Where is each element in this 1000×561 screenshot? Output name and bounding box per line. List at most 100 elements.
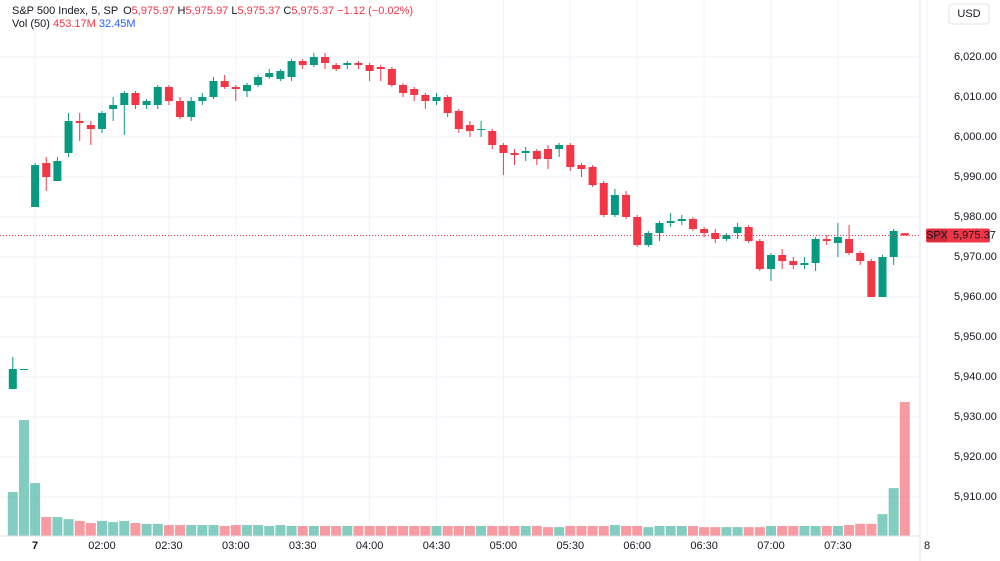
candle-body (410, 89, 419, 95)
candle-body (889, 231, 898, 257)
volume-bar (609, 525, 620, 536)
volume-bar (85, 522, 96, 536)
volume-bar (855, 523, 866, 536)
l-value: 5,975.37 (238, 5, 281, 17)
candle-body (176, 101, 185, 117)
volume-bar (230, 525, 241, 536)
candle-body (744, 227, 753, 241)
volume-bar (821, 525, 832, 536)
volume-bar (866, 523, 877, 536)
volume-bar (420, 525, 431, 536)
volume-bar (654, 525, 665, 536)
currency[interactable]: USD (957, 8, 980, 20)
volume-bar (286, 525, 297, 536)
volume-bar (119, 520, 130, 536)
volume-bar (18, 420, 29, 536)
h-label: H (178, 5, 186, 17)
y-tick-label: 5,980.00 (954, 211, 997, 223)
candle-body (187, 101, 196, 117)
candle-body (811, 239, 820, 263)
c-label: C (283, 5, 291, 17)
candle-body (733, 227, 742, 233)
candle-body (588, 167, 597, 185)
volume-bar (442, 525, 453, 536)
price-pane (8, 53, 909, 389)
candle-body (477, 129, 486, 130)
volume-bar (554, 527, 565, 536)
candle-body (521, 151, 530, 153)
currency-button[interactable] (948, 3, 990, 25)
candle-body (800, 263, 809, 265)
volume-bar (799, 525, 810, 536)
candle-body (789, 261, 798, 265)
volume-bar (777, 525, 788, 536)
volume-bar (531, 525, 542, 536)
volume-bar (732, 527, 743, 536)
candle-body (867, 261, 876, 297)
volume-bar (97, 520, 107, 536)
volume-bar (108, 522, 119, 536)
x-tick-label: 07:30 (824, 540, 852, 552)
y-tick-label: 6,020.00 (954, 51, 997, 63)
candle-body (599, 183, 608, 215)
candle-body (53, 161, 62, 181)
volume-bar (632, 525, 643, 536)
candle-body (164, 87, 173, 101)
x-tick-label: 05:30 (557, 540, 585, 552)
candle-body (532, 151, 541, 159)
volume-bar (453, 525, 464, 536)
candle-body (622, 195, 631, 217)
candle-body (287, 61, 296, 77)
volume-bar (63, 519, 74, 536)
volume-bar (197, 525, 208, 536)
volume-bar (587, 525, 598, 536)
candle-body (722, 235, 731, 239)
volume-bar (509, 525, 520, 536)
candle-body (778, 255, 787, 261)
y-tick-label: 5,910.00 (954, 491, 997, 503)
y-tick-label: 6,000.00 (954, 131, 997, 143)
volume-bar (398, 525, 409, 536)
candle-body (454, 111, 463, 129)
volume-bar (152, 523, 163, 536)
volume-bar (342, 525, 353, 536)
volume-bar (710, 527, 721, 536)
x-tick-label: 03:30 (289, 540, 317, 552)
change: −1.12 (−0.02%) (337, 5, 413, 17)
volume-bar (364, 525, 375, 536)
candle-body (555, 145, 564, 149)
o-value: 5,975.97 (132, 5, 175, 17)
volume-bar (241, 525, 252, 536)
candle-body (845, 239, 854, 253)
volume-name: Vol (50) (12, 18, 50, 30)
candle-body (700, 229, 709, 233)
volume-bar (7, 491, 18, 536)
candle-body (544, 149, 552, 159)
price-tag-symbol: SPX (926, 229, 949, 241)
candle-body (153, 87, 162, 105)
x-tick-label: 07:00 (757, 540, 785, 552)
volume-bar (52, 517, 63, 536)
volume-bar (30, 483, 41, 536)
candle-body (75, 121, 84, 123)
volume-bar (676, 525, 687, 536)
volume-bar (297, 525, 308, 536)
volume-bar (487, 525, 498, 536)
candle-body (421, 95, 430, 101)
candle-body (833, 237, 842, 243)
volume-bar (687, 525, 698, 536)
candle-body (343, 63, 352, 65)
volume-bar (665, 525, 676, 536)
volume-bar (576, 525, 587, 536)
candle-body (265, 73, 274, 77)
volume-bar (353, 525, 364, 536)
volume-bar (832, 525, 843, 536)
candle-body (321, 57, 329, 63)
candle-body (120, 93, 129, 105)
volume-bar (253, 525, 264, 536)
candle-body (42, 163, 51, 177)
volume-bar (41, 517, 52, 536)
candle-body (387, 69, 396, 85)
volume-bar (810, 525, 821, 536)
candle-body (198, 97, 207, 101)
